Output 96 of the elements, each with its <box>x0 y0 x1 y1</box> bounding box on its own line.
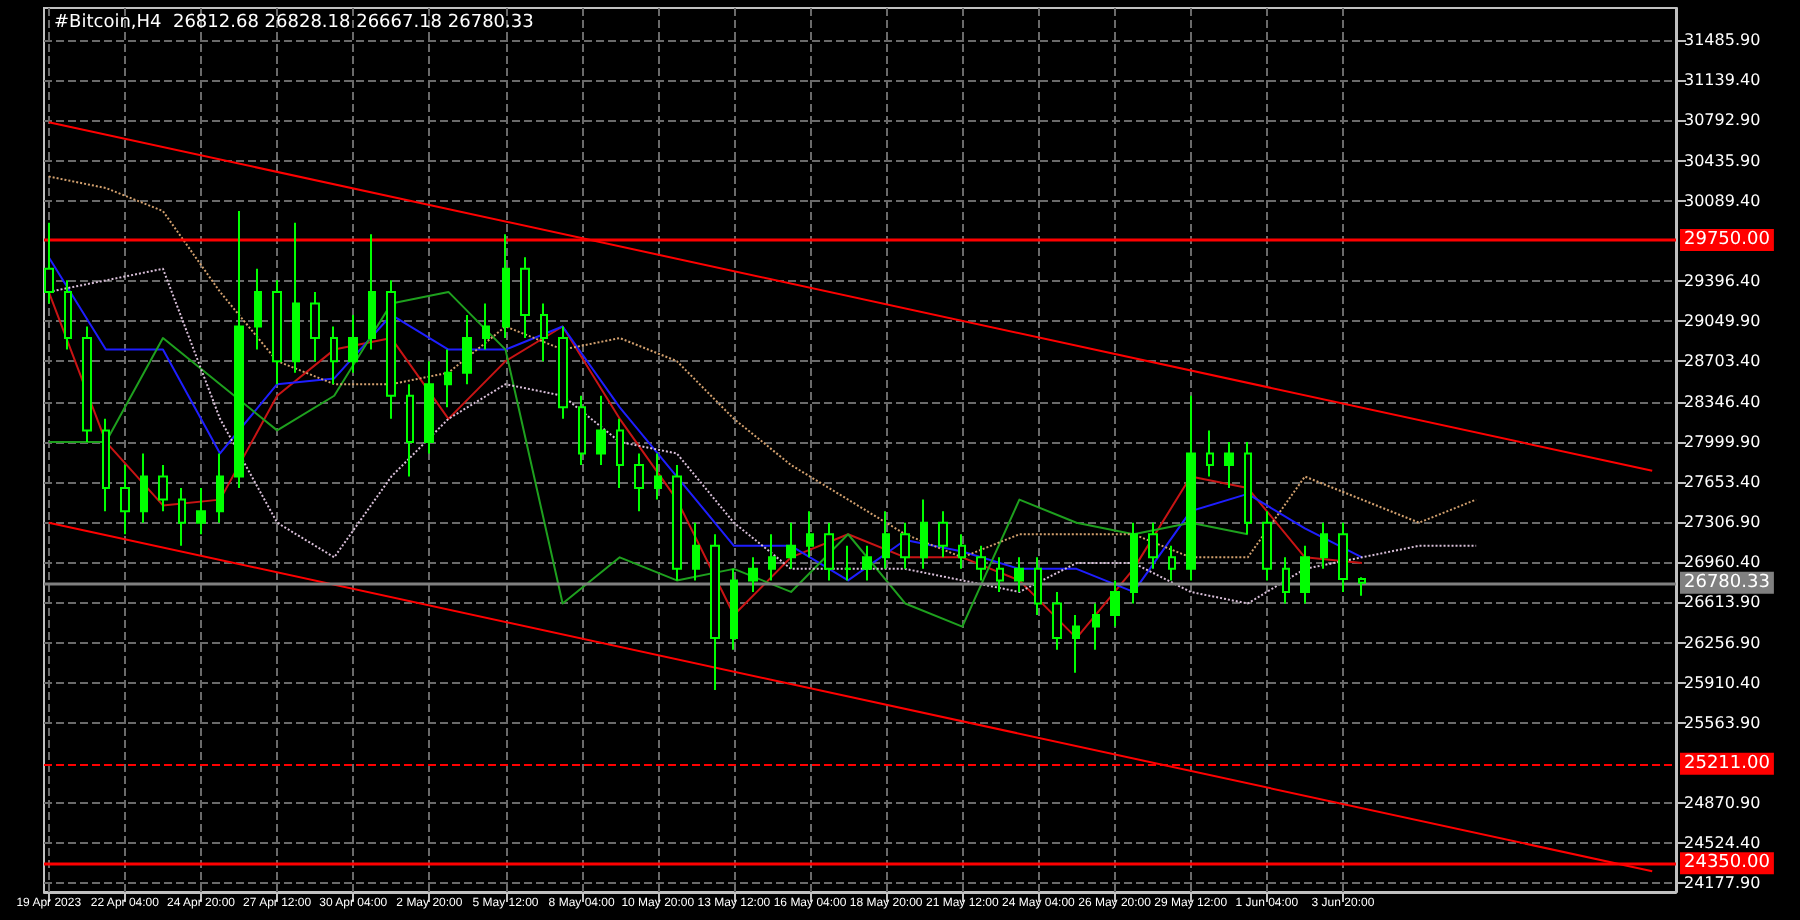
candlestick <box>1148 521 1158 570</box>
candlestick <box>958 533 966 570</box>
candlestick <box>1358 576 1366 597</box>
candlestick <box>634 452 644 513</box>
ref-line-label: 26780.33 <box>1684 572 1770 593</box>
candlestick <box>330 325 338 386</box>
chart-title: #Bitcoin,H4 26812.68 26828.18 26667.18 26780.33 <box>54 13 534 33</box>
y-tick-label: 30792.90 <box>1684 110 1761 129</box>
candlestick <box>44 221 54 305</box>
y-tick-label: 31139.40 <box>1684 70 1761 89</box>
candlestick <box>178 487 186 547</box>
y-tick-label: 28703.40 <box>1684 351 1761 370</box>
candlestick <box>920 498 928 570</box>
candlestick <box>862 544 872 582</box>
candlestick <box>444 348 452 409</box>
candlestick <box>1130 521 1138 605</box>
candlestick <box>502 233 510 340</box>
y-tick-label: 26613.90 <box>1684 592 1761 611</box>
candlestick <box>1262 510 1272 582</box>
ref-line-label: 29750.00 <box>1684 229 1771 250</box>
candlestick <box>386 279 396 420</box>
y-tick-label: 24870.90 <box>1684 794 1761 813</box>
candlestick <box>424 360 434 455</box>
candlestick <box>1014 556 1024 593</box>
candlestick <box>882 510 890 570</box>
candlestick <box>482 302 490 351</box>
candlestick <box>292 221 300 374</box>
candlestick <box>406 383 414 478</box>
candlestick <box>1282 556 1290 605</box>
candlestick <box>120 464 130 536</box>
candlestick <box>520 256 530 340</box>
candlestick <box>1244 440 1252 536</box>
candlestick <box>1072 614 1080 674</box>
candlestick <box>730 567 738 651</box>
y-tick-label: 29396.40 <box>1684 271 1761 290</box>
y-tick-label: 24524.40 <box>1684 834 1761 853</box>
candlestick <box>462 313 472 386</box>
candlestick <box>540 302 548 363</box>
y-tick-label: 26256.90 <box>1684 634 1761 653</box>
candlestick <box>1034 556 1042 617</box>
y-tick-label: 27306.90 <box>1684 512 1761 531</box>
candlestick <box>710 533 720 692</box>
candlestick <box>996 556 1004 593</box>
y-tick-label: 31485.90 <box>1684 30 1761 49</box>
y-tick-label: 30089.40 <box>1684 191 1761 210</box>
candlestick <box>368 233 376 351</box>
candlestick <box>748 556 758 593</box>
line-series <box>47 175 1478 559</box>
ref-line-label: 25211.00 <box>1684 753 1771 774</box>
candlestick <box>234 210 244 490</box>
y-tick-label: 27999.90 <box>1684 432 1761 451</box>
candlestick <box>938 510 948 559</box>
candlestick <box>1224 440 1234 490</box>
y-tick-label: 28346.40 <box>1684 392 1761 411</box>
candlestick <box>1320 521 1328 570</box>
y-tick-label: 25910.40 <box>1684 674 1761 693</box>
candlestick <box>768 533 776 582</box>
y-tick-label: 29049.90 <box>1684 311 1761 330</box>
candlestick <box>976 544 986 582</box>
candlestick <box>1206 429 1214 478</box>
candlestick <box>1092 602 1100 651</box>
candlestick <box>692 521 700 582</box>
candlestick <box>654 452 662 501</box>
y-tick-label: 26960.40 <box>1684 552 1761 571</box>
candlestick <box>1168 544 1176 582</box>
candlestick <box>558 325 568 420</box>
y-tick-label: 24177.90 <box>1684 874 1761 893</box>
y-tick-label: 27653.40 <box>1684 472 1761 491</box>
candlestick <box>596 394 606 466</box>
candlestick <box>844 544 852 582</box>
candlestick <box>310 290 320 363</box>
ref-line-label: 24350.00 <box>1684 853 1771 874</box>
candlestick <box>64 279 72 351</box>
candlestick <box>1110 579 1120 628</box>
candlestick <box>140 452 148 524</box>
candlestick <box>1338 521 1348 593</box>
candlestick <box>824 521 834 582</box>
candlestick <box>254 267 262 351</box>
y-tick-label: 30435.90 <box>1684 151 1761 170</box>
candlestick <box>1300 544 1310 605</box>
candlestick <box>616 417 624 490</box>
y-tick-label: 25563.90 <box>1684 714 1761 733</box>
candlestick <box>1052 590 1062 651</box>
candlestick <box>102 417 110 513</box>
candlestick <box>578 394 586 466</box>
candlestick <box>900 521 910 570</box>
candlestick <box>786 521 796 570</box>
candlestick <box>1186 394 1196 582</box>
candlestick <box>348 313 358 374</box>
candlestick <box>806 510 814 559</box>
candlestick <box>216 452 224 524</box>
candlestick <box>158 464 168 513</box>
candlestick <box>196 487 206 536</box>
candlestick <box>272 279 282 386</box>
candlestick <box>672 464 682 582</box>
candlestick <box>82 325 92 443</box>
